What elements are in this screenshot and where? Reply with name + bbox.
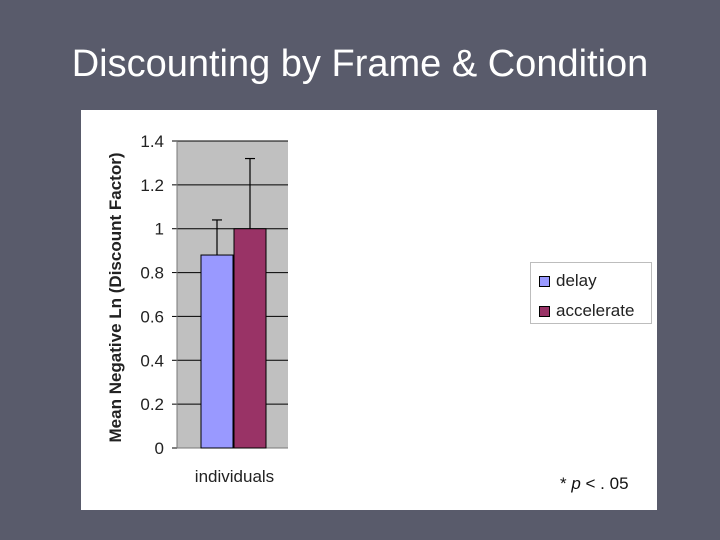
legend-swatch-accelerate: [539, 305, 550, 317]
y-axis-title: Mean Negative Ln (Discount Factor): [106, 153, 125, 443]
significance-footnote: * p < . 05: [560, 474, 629, 494]
bar-accelerate: [233, 228, 267, 449]
bar-chart: 0 0.2 0.4 0.6 0.8 1 1.2 1.4 individuals Mean Nega…: [106, 132, 288, 486]
legend-item-delay: delay: [539, 269, 597, 293]
chart-panel: 0 0.2 0.4 0.6 0.8 1 1.2 1.4 individuals Mean Nega…: [81, 110, 657, 510]
legend-label-accelerate: accelerate: [556, 301, 635, 320]
bar-delay: [200, 254, 234, 449]
footnote-p: p: [571, 474, 581, 493]
chart-legend: delay accelerate: [530, 262, 652, 324]
footnote-threshold: < . 05: [580, 474, 629, 493]
legend-swatch-delay: [539, 275, 550, 287]
y-tick-label: 0.6: [140, 307, 164, 326]
slide-title: Discounting by Frame & Condition: [71, 43, 649, 85]
legend-label-delay: delay: [556, 271, 597, 290]
y-tick-label: 1.2: [140, 176, 164, 195]
legend-item-accelerate: accelerate: [539, 299, 634, 323]
y-tick-label: 0.8: [140, 264, 164, 283]
y-tick-label: 1.4: [140, 132, 164, 151]
footnote-asterisk: *: [560, 474, 572, 493]
y-tick-label: 0.4: [140, 351, 164, 370]
y-tick-label: 0.2: [140, 395, 164, 414]
x-category-label: individuals: [195, 467, 274, 486]
y-tick-label: 1: [155, 220, 164, 239]
y-tick-label: 0: [155, 439, 164, 458]
